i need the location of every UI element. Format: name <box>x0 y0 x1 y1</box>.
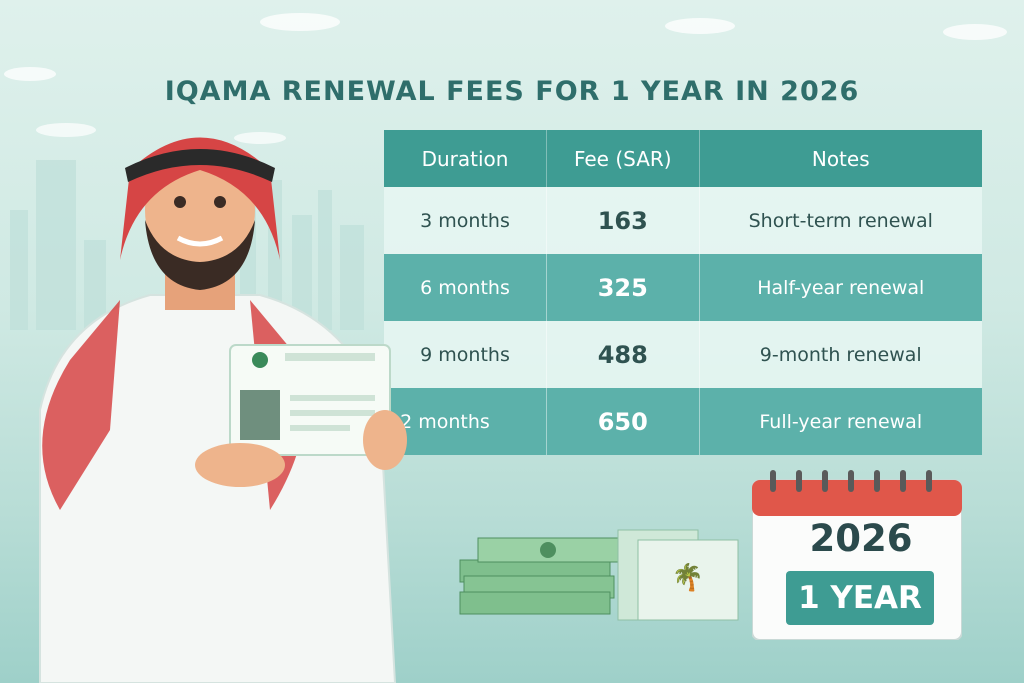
fees-table: Duration Fee (SAR) Notes 3 months 163 Sh… <box>384 130 982 455</box>
duration-cell: 9 months <box>384 321 548 388</box>
table-row: 6 months 325 Half-year renewal <box>384 254 982 321</box>
man-holding-id-card <box>39 137 407 683</box>
note-cell: Short-term renewal <box>699 187 982 254</box>
calendar-duration-label: 1 YEAR <box>786 571 934 625</box>
fee-cell: 488 <box>546 321 700 388</box>
table-header-row: Duration Fee (SAR) Notes <box>384 130 982 187</box>
duration-cell: 6 months <box>384 254 548 321</box>
fee-cell: 325 <box>546 254 700 321</box>
note-cell: Full-year renewal <box>699 388 982 455</box>
note-cell: 9-month renewal <box>699 321 982 388</box>
money-stack-icon: 🌴 <box>459 529 739 621</box>
table-row: 3 months 163 Short-term renewal <box>384 187 982 254</box>
note-cell: Half-year renewal <box>699 254 982 321</box>
fee-cell: 650 <box>546 388 700 455</box>
table-row: 9 months 488 9-month renewal <box>384 321 982 388</box>
fee-cell: 163 <box>546 187 700 254</box>
column-header-fee: Fee (SAR) <box>546 130 700 187</box>
duration-cell: 3 months <box>384 187 548 254</box>
column-header-duration: Duration <box>384 130 548 187</box>
iqama-card-icon <box>229 344 391 456</box>
svg-text:🌴: 🌴 <box>672 562 704 593</box>
duration-cell: 12 months <box>384 388 548 455</box>
table-row: 12 months 650 Full-year renewal <box>384 388 982 455</box>
page-title: IQAMA RENEWAL FEES FOR 1 YEAR IN 2026 <box>164 76 860 108</box>
calendar-year: 2026 <box>809 517 913 560</box>
column-header-notes: Notes <box>699 130 982 187</box>
